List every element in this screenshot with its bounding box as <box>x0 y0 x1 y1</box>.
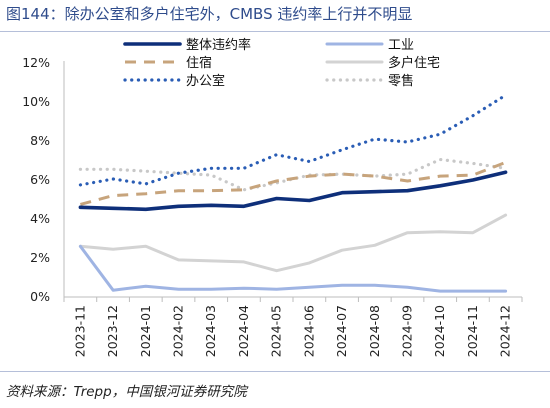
y-tick-label: 8% <box>30 133 50 148</box>
y-tick-label: 12% <box>22 55 50 70</box>
legend-label: 整体违约率 <box>186 37 251 53</box>
x-tick-label: 2024-05 <box>269 305 284 357</box>
series-line <box>80 161 507 206</box>
series-line <box>78 93 508 187</box>
y-tick-label: 10% <box>22 94 50 109</box>
x-tick-label: 2024-04 <box>236 305 251 357</box>
series-line <box>78 244 508 293</box>
y-tick-label: 0% <box>30 289 50 304</box>
legend-label: 住宿 <box>186 55 212 71</box>
x-tick-label: 2024-01 <box>138 305 153 357</box>
series-line <box>78 213 508 273</box>
series-line <box>78 170 508 212</box>
legend-label: 办公室 <box>186 73 225 89</box>
source-divider <box>0 371 550 372</box>
legend-label: 零售 <box>388 73 414 89</box>
series-lines <box>78 93 508 293</box>
x-tick-label: 2024-08 <box>367 305 382 357</box>
chart-title: 图144：除办公室和多户住宅外，CMBS 违约率上行并不明显 <box>6 5 413 23</box>
x-tick-label: 2023-11 <box>72 305 87 357</box>
x-tick-label: 2024-07 <box>334 305 349 357</box>
series-line <box>78 157 508 192</box>
y-tick-label: 4% <box>30 211 50 226</box>
legend-label: 多户住宅 <box>388 55 440 71</box>
source-note: 资料来源：Trepp，中国银河证券研究院 <box>6 384 247 400</box>
y-tick-label: 2% <box>30 250 50 265</box>
axes: 0% 2% 4% 6% 8% 10% 12% 2023-11 2023-12 2024-01 202… <box>22 55 523 357</box>
x-tick-label: 2024-06 <box>301 305 316 357</box>
x-tick-label: 2024-09 <box>400 305 415 357</box>
y-tick-label: 6% <box>30 172 50 187</box>
x-tick-label: 2024-12 <box>498 305 513 357</box>
x-tick-label: 2024-02 <box>171 305 186 357</box>
x-tick-label: 2023-12 <box>105 305 120 357</box>
x-tick-label: 2024-10 <box>432 305 447 357</box>
title-divider <box>0 31 550 32</box>
x-tick-label: 2024-11 <box>465 305 480 357</box>
x-tick-label: 2024-03 <box>203 305 218 357</box>
legend-label: 工业 <box>388 38 414 53</box>
